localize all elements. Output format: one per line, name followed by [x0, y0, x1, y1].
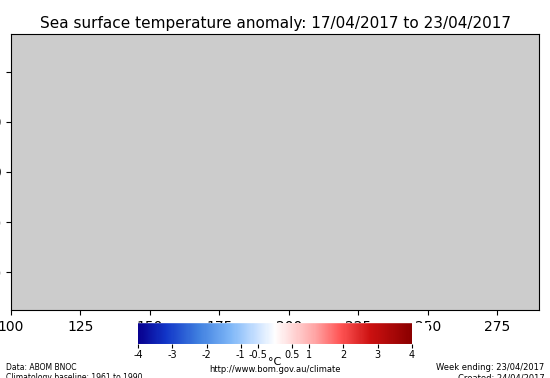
FancyBboxPatch shape [111, 317, 439, 350]
Text: Week ending: 23/04/2017
Created: 24/04/2017: Week ending: 23/04/2017 Created: 24/04/2… [436, 363, 544, 378]
Title: Sea surface temperature anomaly: 17/04/2017 to 23/04/2017: Sea surface temperature anomaly: 17/04/2… [40, 17, 510, 31]
Text: °C: °C [268, 357, 282, 367]
Text: http://www.bom.gov.au/climate: http://www.bom.gov.au/climate [209, 365, 341, 374]
Text: Data: ABOM BNOC
Climatology baseline: 1961 to 1990
© Commonwealth of Australia 2: Data: ABOM BNOC Climatology baseline: 19… [6, 363, 277, 378]
